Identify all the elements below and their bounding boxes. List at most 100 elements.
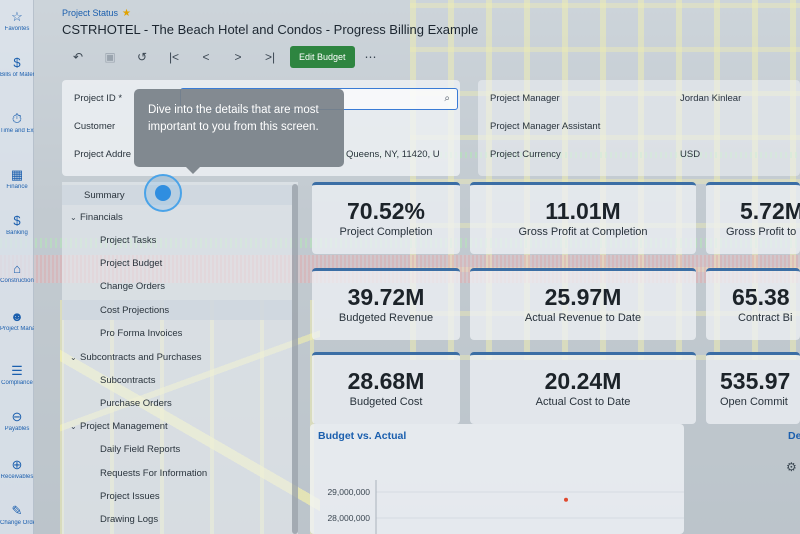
kpi-actual-revenue-to-date[interactable]: 25.97M Actual Revenue to Date <box>470 268 696 340</box>
kpi-budgeted-cost[interactable]: 28.68M Budgeted Cost <box>312 352 460 424</box>
tree-item-pro-forma-invoices[interactable]: Pro Forma Invoices <box>100 328 183 339</box>
kpi-label: Budgeted Revenue <box>338 312 434 324</box>
compliance-icon: ☰ <box>11 363 23 378</box>
kpi-value: 535.97 <box>720 368 791 394</box>
kpi-label: Gross Profit to <box>726 226 797 238</box>
project-manager-panel: Project Manager Jordan Kinlear Project M… <box>478 80 800 176</box>
guide-tooltip: Dive into the details that are most impo… <box>134 89 344 174</box>
kpi-label: Budgeted Cost <box>349 396 423 408</box>
project-address-value: Queens, NY, 11420, U <box>346 149 440 160</box>
gear-icon[interactable]: ⚙ <box>786 460 797 474</box>
kpi-value: 25.97M <box>544 284 622 310</box>
previous-record-button[interactable]: < <box>202 50 210 64</box>
chart-plot-area: 29,000,000 28,000,000 <box>327 480 684 534</box>
tree-item-change-orders[interactable]: Change Orders <box>100 281 165 292</box>
project-manager-assistant-label: Project Manager Assistant <box>490 121 601 132</box>
kpi-gross-profit-at-completion[interactable]: 11.01M Gross Profit at Completion <box>470 182 696 254</box>
kpi-project-completion[interactable]: 70.52% Project Completion <box>312 182 460 254</box>
rail-item-finance[interactable]: ▦ Finance <box>6 167 28 191</box>
tree-item-drawing-logs[interactable]: Drawing Logs <box>100 514 159 525</box>
y-tick-label: 28,000,000 <box>327 513 370 523</box>
tree-item-project-tasks[interactable]: Project Tasks <box>100 235 157 246</box>
dollar-icon: $ <box>13 213 21 228</box>
kpi-contract-billed[interactable]: 65.38 Contract Bi <box>706 268 800 340</box>
save-button[interactable]: ▣ <box>104 50 116 64</box>
rail-item-change-orders[interactable]: ✎ Change Orders <box>0 503 34 527</box>
kpi-label: Open Commit <box>720 396 788 408</box>
kpi-gross-profit-to-date[interactable]: 5.72M Gross Profit to <box>706 182 800 254</box>
tree-scrollbar[interactable] <box>292 184 298 534</box>
kpi-value: 11.01M <box>545 198 621 224</box>
breadcrumb-project-status[interactable]: Project Status <box>62 8 119 18</box>
rail-item-construction[interactable]: ⌂ Construction <box>0 261 34 285</box>
tree-group-financials[interactable]: ⌄ Financials <box>70 212 123 223</box>
kpi-value: 5.72M <box>740 198 800 224</box>
chart-point[interactable] <box>564 497 568 502</box>
kpi-value: 70.52% <box>346 198 425 224</box>
chevron-down-icon: ⌄ <box>70 213 77 222</box>
manager-icon: ☻ <box>10 309 24 324</box>
tree-group-subcontracts[interactable]: ⌄ Subcontracts and Purchases <box>70 352 202 363</box>
kpi-label: Actual Cost to Date <box>535 396 631 408</box>
tree-item-purchase-orders[interactable]: Purchase Orders <box>100 398 172 409</box>
page-title: CSTRHOTEL - The Beach Hotel and Condos -… <box>62 22 479 37</box>
rail-item-receivables[interactable]: ⊕ Receivables <box>0 457 34 481</box>
bill-icon: $ <box>13 55 21 70</box>
rail-item-compliance[interactable]: ☰ Compliance <box>1 363 33 387</box>
rail-item-time-and-expenses[interactable]: ⏱ Time and Expenses <box>0 111 34 135</box>
breadcrumb: Project Status ★ <box>62 8 131 19</box>
rail-item-bills-of-material[interactable]: $ Bills of Material <box>0 55 34 79</box>
project-tree-nav: Summary ⌄ Financials Project Tasks Projec… <box>62 182 298 534</box>
rail-item-banking[interactable]: $ Banking <box>6 213 28 237</box>
reset-button[interactable]: ↺ <box>136 50 148 64</box>
kpi-label: Project Completion <box>339 226 433 238</box>
kpi-value: 65.38 <box>732 284 790 310</box>
kpi-label: Contract Bi <box>738 312 793 324</box>
rail-item-payables[interactable]: ⊖ Payables <box>4 409 30 433</box>
kpi-budgeted-revenue[interactable]: 39.72M Budgeted Revenue <box>312 268 460 340</box>
rail-item-favorites[interactable]: ☆ Favorites <box>4 9 30 33</box>
guide-beacon[interactable] <box>144 174 182 212</box>
kpi-value: 20.24M <box>544 368 622 394</box>
beacon-dot <box>155 185 171 201</box>
project-currency-value[interactable]: USD <box>680 149 701 160</box>
tree-item-daily-field-reports[interactable]: Daily Field Reports <box>100 444 181 455</box>
crane-icon: ⌂ <box>13 261 21 276</box>
kpi-value: 39.72M <box>347 284 425 310</box>
chevron-down-icon: ⌄ <box>70 353 77 362</box>
undo-button[interactable]: ↶ <box>72 50 84 64</box>
second-chart-title: De <box>788 430 800 442</box>
project-currency-label: Project Currency <box>490 149 561 160</box>
project-address-label: Project Addre <box>74 149 132 160</box>
last-record-button[interactable]: >| <box>264 50 276 64</box>
data-points <box>564 497 568 502</box>
project-manager-value[interactable]: Jordan Kinlear <box>680 93 742 104</box>
tree-item-project-issues[interactable]: Project Issues <box>100 491 160 502</box>
tree-group-project-management[interactable]: ⌄ Project Management <box>70 421 168 432</box>
receivables-icon: ⊕ <box>11 457 23 472</box>
kpi-value: 28.68M <box>347 368 425 394</box>
edit-budget-button[interactable]: Edit Budget <box>290 46 355 68</box>
kpi-actual-cost-to-date[interactable]: 20.24M Actual Cost to Date <box>470 352 696 424</box>
stopwatch-icon: ⏱ <box>11 111 23 126</box>
tree-item-requests-for-information[interactable]: Requests For Information <box>100 468 208 479</box>
change-orders-icon: ✎ <box>11 503 23 518</box>
chart-title: Budget vs. Actual <box>318 430 407 442</box>
y-tick-label: 29,000,000 <box>327 487 370 497</box>
favorite-star-icon[interactable]: ★ <box>122 8 131 19</box>
customer-label: Customer <box>74 121 116 132</box>
search-icon[interactable]: ⌕ <box>444 93 450 104</box>
next-record-button[interactable]: > <box>234 50 242 64</box>
tree-item-project-budget[interactable]: Project Budget <box>100 258 163 269</box>
budget-vs-actual-chart: Budget vs. Actual 29,000,000 28,000,000 <box>310 424 684 534</box>
left-nav-rail: ☆ Favorites $ Bills of Material ⏱ Time a… <box>0 0 34 534</box>
more-actions-button[interactable]: ⋯ <box>364 50 378 64</box>
project-manager-label: Project Manager <box>490 93 560 104</box>
kpi-open-commitments[interactable]: 535.97 Open Commit <box>706 352 800 424</box>
kpi-label: Gross Profit at Completion <box>518 226 648 238</box>
tree-item-subcontracts[interactable]: Subcontracts <box>100 375 156 386</box>
rail-item-project-management[interactable]: ☻ Project Management <box>0 309 34 333</box>
first-record-button[interactable]: |< <box>168 50 180 64</box>
main-content: Project Status ★ CSTRHOTEL - The Beach Ho… <box>34 0 800 534</box>
tree-item-cost-projections[interactable]: Cost Projections <box>62 300 292 320</box>
